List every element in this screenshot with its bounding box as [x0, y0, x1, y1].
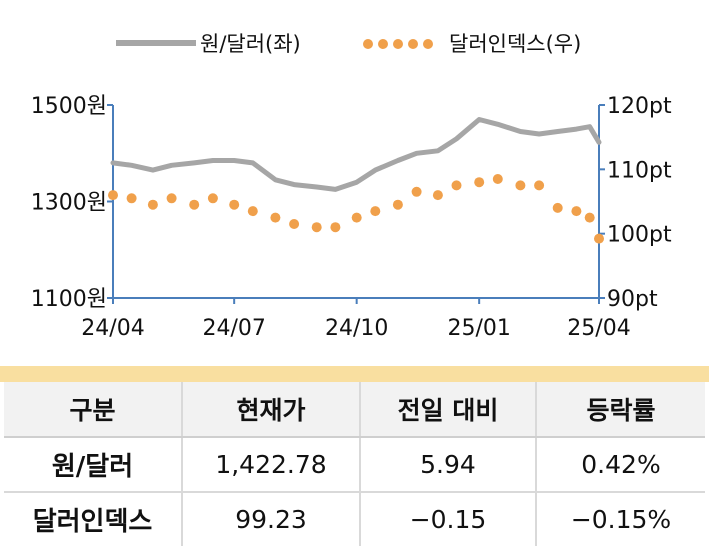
legend-dot-dxy — [408, 39, 418, 49]
dxy-point — [411, 186, 422, 197]
chart-legend: 원/달러(좌) 달러인덱스(우) — [116, 32, 581, 56]
header-current-price: 현재가 — [182, 382, 361, 438]
legend-label-dxy: 달러인덱스(우) — [449, 32, 581, 56]
dxy-point — [534, 180, 545, 191]
dxy-point — [432, 190, 443, 201]
dxy-point — [108, 190, 118, 201]
y-left-tick-label: 1100원 — [31, 287, 107, 312]
cell-change-rate: −0.15% — [570, 505, 672, 534]
dxy-point — [392, 199, 403, 210]
dxy-point — [189, 199, 200, 210]
fx-chart: 원/달러(좌) 달러인덱스(우) 1500원 1300원 1100원 120pt 110p… — [31, 32, 672, 341]
y-right-tick-label: 120pt — [607, 94, 672, 119]
header-change-rate: 등락률 — [536, 382, 705, 438]
row-label: 달러인덱스 — [4, 492, 183, 546]
x-tick-label: 24/04 — [81, 316, 144, 341]
dxy-point — [351, 212, 362, 223]
y-right-tick-label: 90pt — [607, 287, 658, 312]
series-dxy-dots — [108, 174, 604, 244]
dxy-point — [584, 212, 595, 223]
y-left-tick-label: 1500원 — [31, 94, 107, 119]
dxy-point — [571, 206, 582, 217]
chart-axes: 1500원 1300원 1100원 120pt 110pt 100pt 90pt 24/04 2… — [31, 94, 672, 341]
legend-dot-dxy — [393, 39, 403, 49]
y-right-tick-label: 100pt — [607, 223, 672, 248]
x-tick-label: 25/01 — [447, 316, 510, 341]
cell-current-price: 1,422.78 — [182, 437, 361, 493]
dxy-point — [370, 206, 381, 217]
cell-daily-change: 5.94 — [360, 437, 537, 493]
table-top-band — [0, 366, 709, 382]
dxy-point — [289, 219, 300, 229]
dxy-point — [552, 202, 563, 213]
table-header-row: 구분 현재가 전일 대비 등락률 — [4, 382, 705, 438]
dxy-point — [492, 174, 503, 184]
quote-table: 구분 현재가 전일 대비 등락률 원/달러 1,422.78 5.94 0.42… — [4, 382, 705, 546]
legend-dot-dxy — [423, 39, 433, 49]
dxy-point — [594, 233, 604, 244]
x-tick-label: 24/07 — [202, 316, 265, 341]
dxy-point — [207, 193, 218, 204]
krw-line — [110, 117, 602, 192]
y-left-tick-label: 1300원 — [31, 191, 107, 216]
cell-current-price: 99.23 — [182, 492, 361, 546]
dxy-point — [474, 177, 485, 188]
table-row-dxy: 달러인덱스 99.23 −0.15 −0.15% — [4, 492, 705, 546]
row-label: 원/달러 — [4, 437, 183, 493]
dxy-point — [126, 193, 137, 204]
dxy-point — [247, 206, 258, 217]
dxy-point — [515, 180, 526, 191]
series-krw-line — [110, 117, 602, 192]
header-daily-change: 전일 대비 — [360, 382, 537, 438]
legend-label-krw: 원/달러(좌) — [200, 32, 301, 56]
y-right-tick-label: 110pt — [607, 158, 672, 183]
legend-dot-dxy — [378, 39, 388, 49]
dxy-point — [330, 222, 341, 233]
dxy-point — [166, 193, 177, 204]
cell-change-rate: 0.42% — [536, 437, 705, 493]
dxy-point — [229, 199, 240, 210]
cell-daily-change: −0.15 — [360, 492, 537, 546]
legend-dot-dxy — [363, 39, 373, 49]
x-tick-label: 25/04 — [567, 316, 630, 341]
dxy-point — [311, 222, 322, 233]
dxy-point — [451, 180, 462, 191]
x-tick-label: 24/10 — [325, 316, 388, 341]
quote-table-section: 구분 현재가 전일 대비 등락률 원/달러 1,422.78 5.94 0.42… — [0, 366, 709, 546]
dxy-point — [147, 199, 158, 210]
dxy-point — [270, 212, 281, 223]
table-row-krw: 원/달러 1,422.78 5.94 0.42% — [4, 437, 705, 493]
header-category: 구분 — [4, 382, 183, 438]
